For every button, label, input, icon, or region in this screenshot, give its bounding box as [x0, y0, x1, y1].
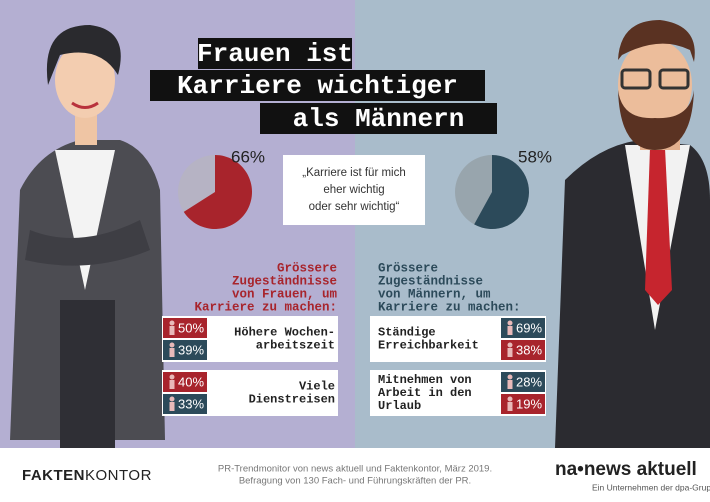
- item-text: Arbeit in den: [378, 386, 472, 400]
- person-icon: [507, 380, 513, 389]
- brand-left: FAKTENKONTOR: [22, 467, 152, 484]
- share-label: 40%: [178, 374, 204, 389]
- item-text: Höhere Wochen-: [234, 326, 335, 340]
- brand-right: na•news aktuell: [555, 459, 697, 480]
- source-line: PR-Trendmonitor von news aktuell und Fak…: [218, 464, 492, 475]
- pie-label: 58%: [518, 147, 552, 166]
- person-icon: [169, 320, 175, 326]
- person-icon: [507, 348, 513, 357]
- person-icon: [169, 396, 175, 402]
- section-heading: von Männern, um: [378, 287, 491, 301]
- person-icon: [507, 320, 513, 326]
- brand-left-bold: FAKTEN: [22, 467, 85, 484]
- footer-background: [0, 448, 710, 502]
- woman-figure: [10, 25, 165, 448]
- section-heading: Karriere zu machen:: [378, 300, 521, 314]
- item-text: Ständige: [378, 326, 436, 340]
- section-heading: Grössere: [378, 261, 438, 275]
- person-icon: [169, 380, 175, 389]
- brand-right-sub: Ein Unternehmen der dpa-Gruppe: [592, 482, 710, 492]
- man-figure: [555, 20, 710, 448]
- title-box: [150, 70, 485, 101]
- section-heading: Karriere zu machen:: [194, 300, 337, 314]
- title-line: Karriere wichtiger: [177, 71, 458, 101]
- item-text: Erreichbarkeit: [378, 339, 479, 353]
- person-icon: [169, 342, 175, 348]
- person-icon: [507, 402, 513, 411]
- section-heading: von Frauen, um: [232, 287, 338, 301]
- section-heading: Zugeständnisse: [378, 274, 483, 288]
- quote-line: eher wichtig: [323, 184, 384, 196]
- item-text: arbeitszeit: [256, 339, 335, 353]
- title-line: Frauen ist: [197, 39, 353, 69]
- title-line: als Männern: [293, 104, 465, 134]
- person-icon: [507, 326, 513, 335]
- brand-left-light: KONTOR: [85, 467, 152, 484]
- person-icon: [507, 342, 513, 348]
- person-icon: [507, 396, 513, 402]
- item-text: Urlaub: [378, 399, 421, 413]
- title-box: [198, 38, 352, 69]
- person-icon: [169, 348, 175, 357]
- pie-label: 66%: [231, 147, 265, 166]
- person-icon: [169, 326, 175, 335]
- quote-line: „Karriere ist für mich: [302, 167, 406, 179]
- share-label: 38%: [516, 342, 542, 357]
- item-text: Mitnehmen von: [378, 373, 472, 387]
- share-label: 39%: [178, 342, 204, 357]
- share-label: 19%: [516, 396, 542, 411]
- quote-box: [283, 155, 425, 225]
- share-label: 33%: [178, 396, 204, 411]
- title-box: [260, 103, 497, 134]
- source-line: Befragung von 130 Fach- und Führungskräf…: [239, 476, 471, 487]
- person-icon: [169, 374, 175, 380]
- item-text: Viele: [299, 380, 335, 394]
- section-heading: Grössere: [277, 261, 337, 275]
- pie-slice: [474, 155, 530, 229]
- person-icon: [169, 402, 175, 411]
- quote-line: oder sehr wichtig“: [309, 201, 400, 213]
- pie-slice: [183, 155, 253, 230]
- share-label: 28%: [516, 374, 542, 389]
- share-label: 69%: [516, 320, 542, 335]
- section-heading: Zugeständnisse: [232, 274, 337, 288]
- item-text: Dienstreisen: [249, 393, 335, 407]
- person-icon: [507, 374, 513, 380]
- share-label: 50%: [178, 320, 204, 335]
